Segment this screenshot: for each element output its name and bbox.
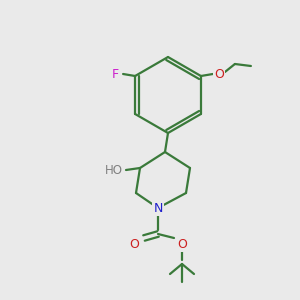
Text: O: O bbox=[129, 238, 139, 250]
Text: N: N bbox=[153, 202, 163, 214]
Text: HO: HO bbox=[105, 164, 123, 176]
Text: F: F bbox=[112, 68, 119, 80]
Text: HO: HO bbox=[105, 164, 123, 176]
Text: O: O bbox=[129, 238, 139, 250]
Text: N: N bbox=[153, 202, 163, 214]
Text: F: F bbox=[112, 68, 119, 80]
Text: O: O bbox=[177, 238, 187, 250]
Text: O: O bbox=[177, 238, 187, 250]
Text: O: O bbox=[214, 68, 224, 80]
Text: O: O bbox=[214, 68, 224, 80]
